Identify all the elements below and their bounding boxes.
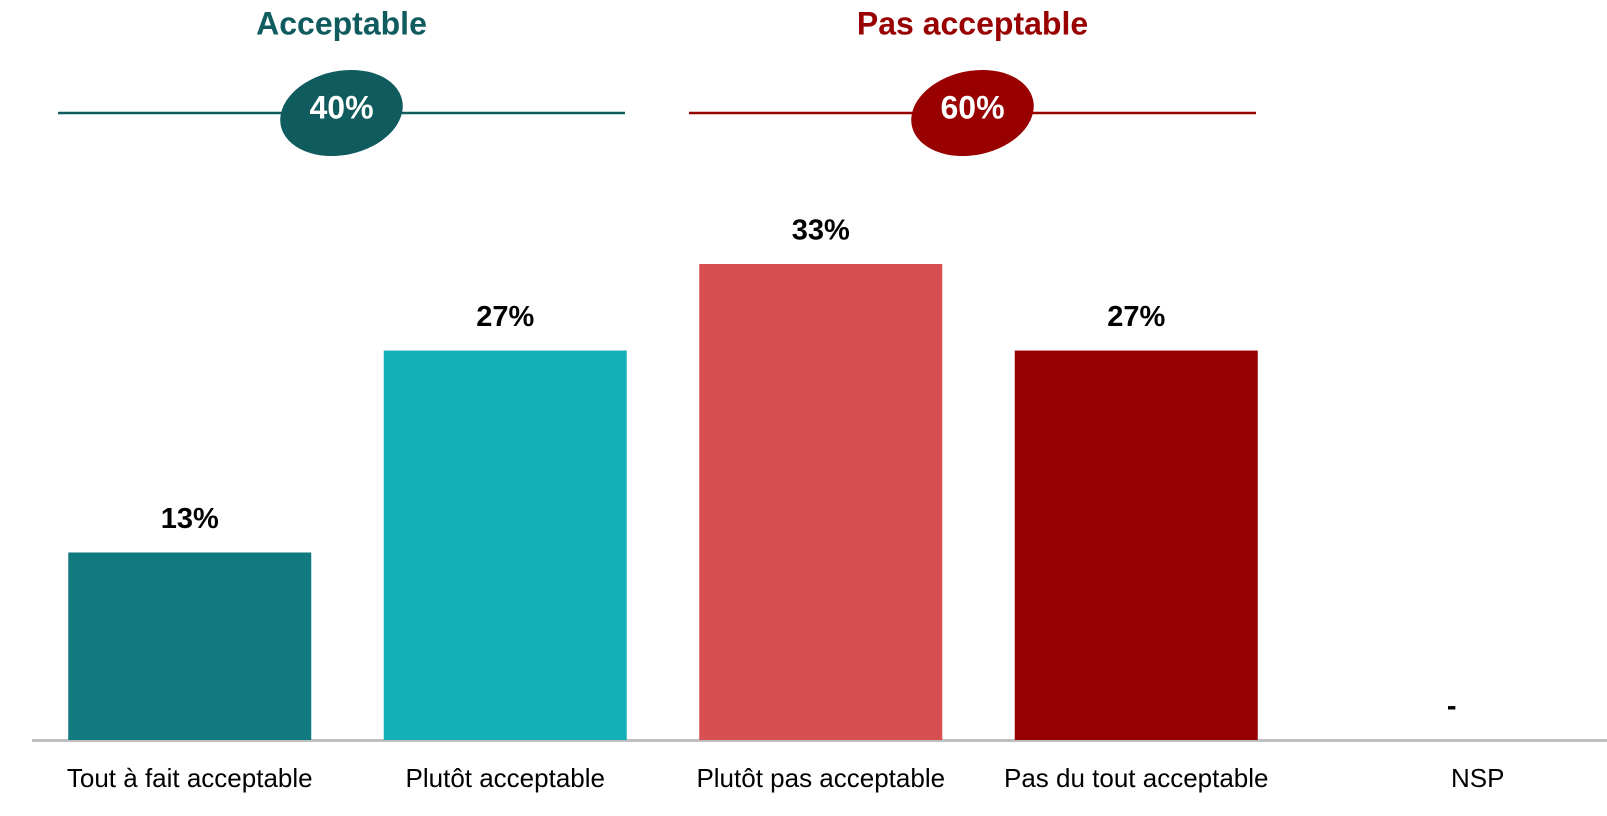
value-label: - (1447, 691, 1457, 723)
group-badge (280, 69, 403, 157)
bar (699, 264, 943, 740)
value-label: 13% (161, 503, 219, 535)
value-label: 33% (792, 215, 850, 247)
category-label: NSP (1451, 763, 1504, 793)
bar (68, 552, 312, 740)
group-title: Acceptable (256, 5, 427, 41)
category-label: Pas du tout acceptable (1004, 763, 1269, 793)
bar (1014, 350, 1258, 740)
category-label: Plutôt acceptable (406, 763, 605, 793)
group-badge (911, 69, 1034, 157)
bar (383, 350, 627, 740)
group-value: 60% (940, 89, 1004, 125)
value-label: 27% (1107, 301, 1165, 333)
group-title: Pas acceptable (857, 5, 1088, 41)
category-label: Tout à fait acceptable (67, 763, 313, 793)
group-value: 40% (309, 89, 373, 125)
value-label: 27% (476, 301, 534, 333)
category-label: Plutôt pas acceptable (696, 763, 945, 793)
